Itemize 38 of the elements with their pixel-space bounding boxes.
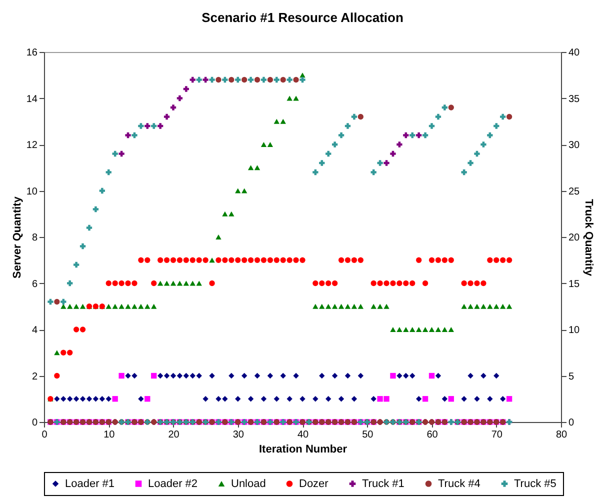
y2-tick-label: 0 xyxy=(568,418,574,428)
y2-tick-label: 40 xyxy=(568,48,580,58)
x-tick-label: 70 xyxy=(491,430,503,440)
legend-label: Loader #2 xyxy=(148,478,198,490)
y2-tick-label: 25 xyxy=(568,186,580,198)
y-tick-label: 6 xyxy=(32,278,38,290)
y2-tick-label: 5 xyxy=(568,371,574,382)
y2-tick-label: 10 xyxy=(568,325,580,336)
x-tick-label: 80 xyxy=(556,430,568,440)
y2-tick-label: 15 xyxy=(568,278,580,290)
x-tick-label: 40 xyxy=(297,430,309,440)
y2-axis-title: Truck Quantity xyxy=(582,198,595,277)
y2-tick-label: 30 xyxy=(568,140,580,151)
y2-tick-label: 35 xyxy=(568,94,580,105)
y-tick-label: 14 xyxy=(26,94,38,105)
y-tick-label: 2 xyxy=(32,371,38,382)
y2-tick-label: 20 xyxy=(568,232,580,244)
y-tick-label: 10 xyxy=(26,186,38,198)
legend-label: Unload xyxy=(231,478,266,490)
x-tick-label: 10 xyxy=(104,430,116,440)
y-tick-label: 16 xyxy=(26,48,38,58)
legend-label: Dozer xyxy=(299,478,329,490)
y-axis-title: Server Quantity xyxy=(11,196,24,278)
x-tick-label: 20 xyxy=(168,430,180,440)
legend-label: Loader #1 xyxy=(65,478,115,490)
y-tick-label: 0 xyxy=(32,418,38,428)
legend-label: Truck #5 xyxy=(514,478,556,490)
y-tick-label: 12 xyxy=(26,140,38,151)
x-tick-label: 60 xyxy=(426,430,438,440)
x-tick-label: 30 xyxy=(232,430,244,440)
x-tick-label: 50 xyxy=(362,430,374,440)
y-tick-label: 8 xyxy=(32,232,38,244)
legend-label: Truck #4 xyxy=(438,478,480,490)
chart-title: Scenario #1 Resource Allocation xyxy=(202,10,404,25)
x-tick-label: 0 xyxy=(42,430,48,440)
y-tick-label: 4 xyxy=(32,325,38,336)
legend-label: Truck #1 xyxy=(362,478,404,490)
x-axis-title: Iteration Number xyxy=(258,444,348,456)
